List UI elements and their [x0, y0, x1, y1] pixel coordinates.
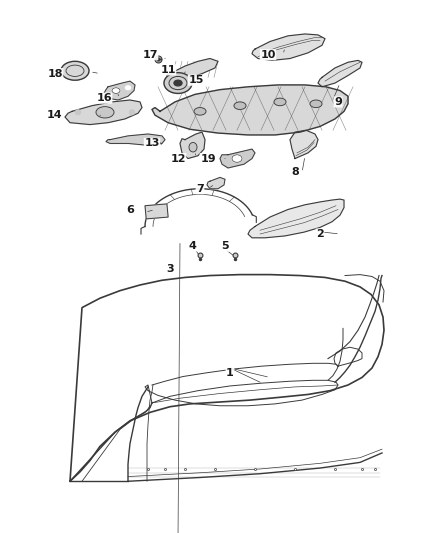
Text: 8: 8: [291, 167, 299, 177]
Text: 14: 14: [47, 110, 63, 120]
Text: 17: 17: [142, 50, 158, 60]
Polygon shape: [106, 134, 165, 146]
Ellipse shape: [96, 107, 114, 118]
Polygon shape: [290, 130, 318, 158]
Ellipse shape: [194, 108, 206, 115]
Text: 15: 15: [188, 75, 204, 85]
Ellipse shape: [189, 142, 197, 152]
Text: 7: 7: [196, 184, 204, 193]
Polygon shape: [65, 100, 142, 125]
Text: 9: 9: [334, 97, 342, 107]
Ellipse shape: [232, 155, 242, 163]
Text: 12: 12: [170, 154, 186, 164]
Polygon shape: [104, 81, 135, 100]
Polygon shape: [220, 149, 255, 168]
Ellipse shape: [126, 86, 131, 90]
Polygon shape: [180, 132, 205, 158]
Ellipse shape: [61, 61, 89, 80]
Text: 5: 5: [221, 241, 229, 251]
Text: 19: 19: [200, 154, 216, 164]
Text: 18: 18: [47, 69, 63, 78]
Ellipse shape: [75, 110, 81, 115]
Ellipse shape: [130, 110, 134, 115]
Ellipse shape: [112, 88, 120, 93]
Text: 13: 13: [144, 139, 160, 148]
Polygon shape: [167, 59, 218, 79]
Text: 1: 1: [226, 368, 234, 378]
Polygon shape: [248, 199, 344, 238]
Bar: [145, 204, 168, 219]
Text: 2: 2: [316, 229, 324, 239]
Ellipse shape: [174, 80, 182, 86]
Text: 6: 6: [126, 205, 134, 215]
Ellipse shape: [310, 100, 322, 108]
Polygon shape: [252, 34, 325, 60]
Text: 16: 16: [96, 93, 112, 103]
Text: 4: 4: [188, 241, 196, 251]
Bar: [145, 204, 168, 219]
Text: 3: 3: [166, 264, 174, 274]
Polygon shape: [152, 85, 348, 135]
Text: 10: 10: [260, 50, 276, 60]
Polygon shape: [318, 60, 362, 87]
Text: 11: 11: [160, 65, 176, 75]
Ellipse shape: [274, 98, 286, 106]
Polygon shape: [207, 177, 225, 189]
Ellipse shape: [234, 102, 246, 109]
Ellipse shape: [164, 72, 192, 93]
